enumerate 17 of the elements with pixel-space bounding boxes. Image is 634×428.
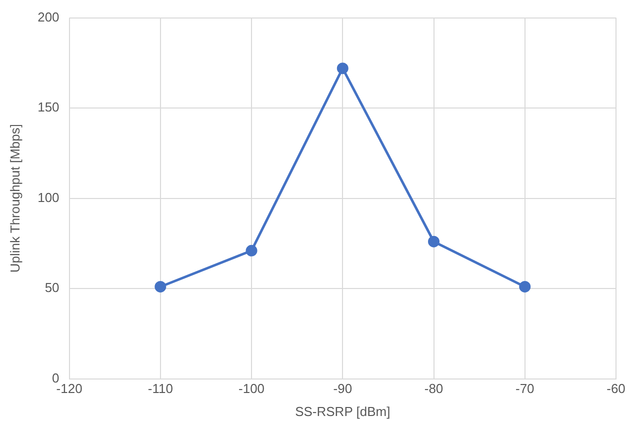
point [154, 280, 166, 292]
x-tick-label: -80 [424, 381, 444, 396]
y-tick-label: 150 [38, 100, 60, 115]
point [246, 244, 258, 256]
x-tick-label: -110 [148, 381, 173, 396]
x-tick-label: -100 [238, 381, 265, 396]
x-tick-label: -60 [606, 381, 626, 396]
y-tick-label: 200 [38, 9, 60, 24]
y-tick-label: 100 [38, 190, 60, 205]
x-axis-title: SS-RSRP [dBm] [295, 404, 390, 419]
point [428, 236, 440, 248]
point [336, 62, 348, 74]
x-tick-label: -70 [515, 381, 534, 396]
point [519, 280, 531, 292]
x-tick-label: -90 [333, 381, 352, 396]
y-tick-label: 50 [44, 280, 60, 296]
y-axis-title: Uplink Throughput [Mbps] [7, 124, 22, 273]
